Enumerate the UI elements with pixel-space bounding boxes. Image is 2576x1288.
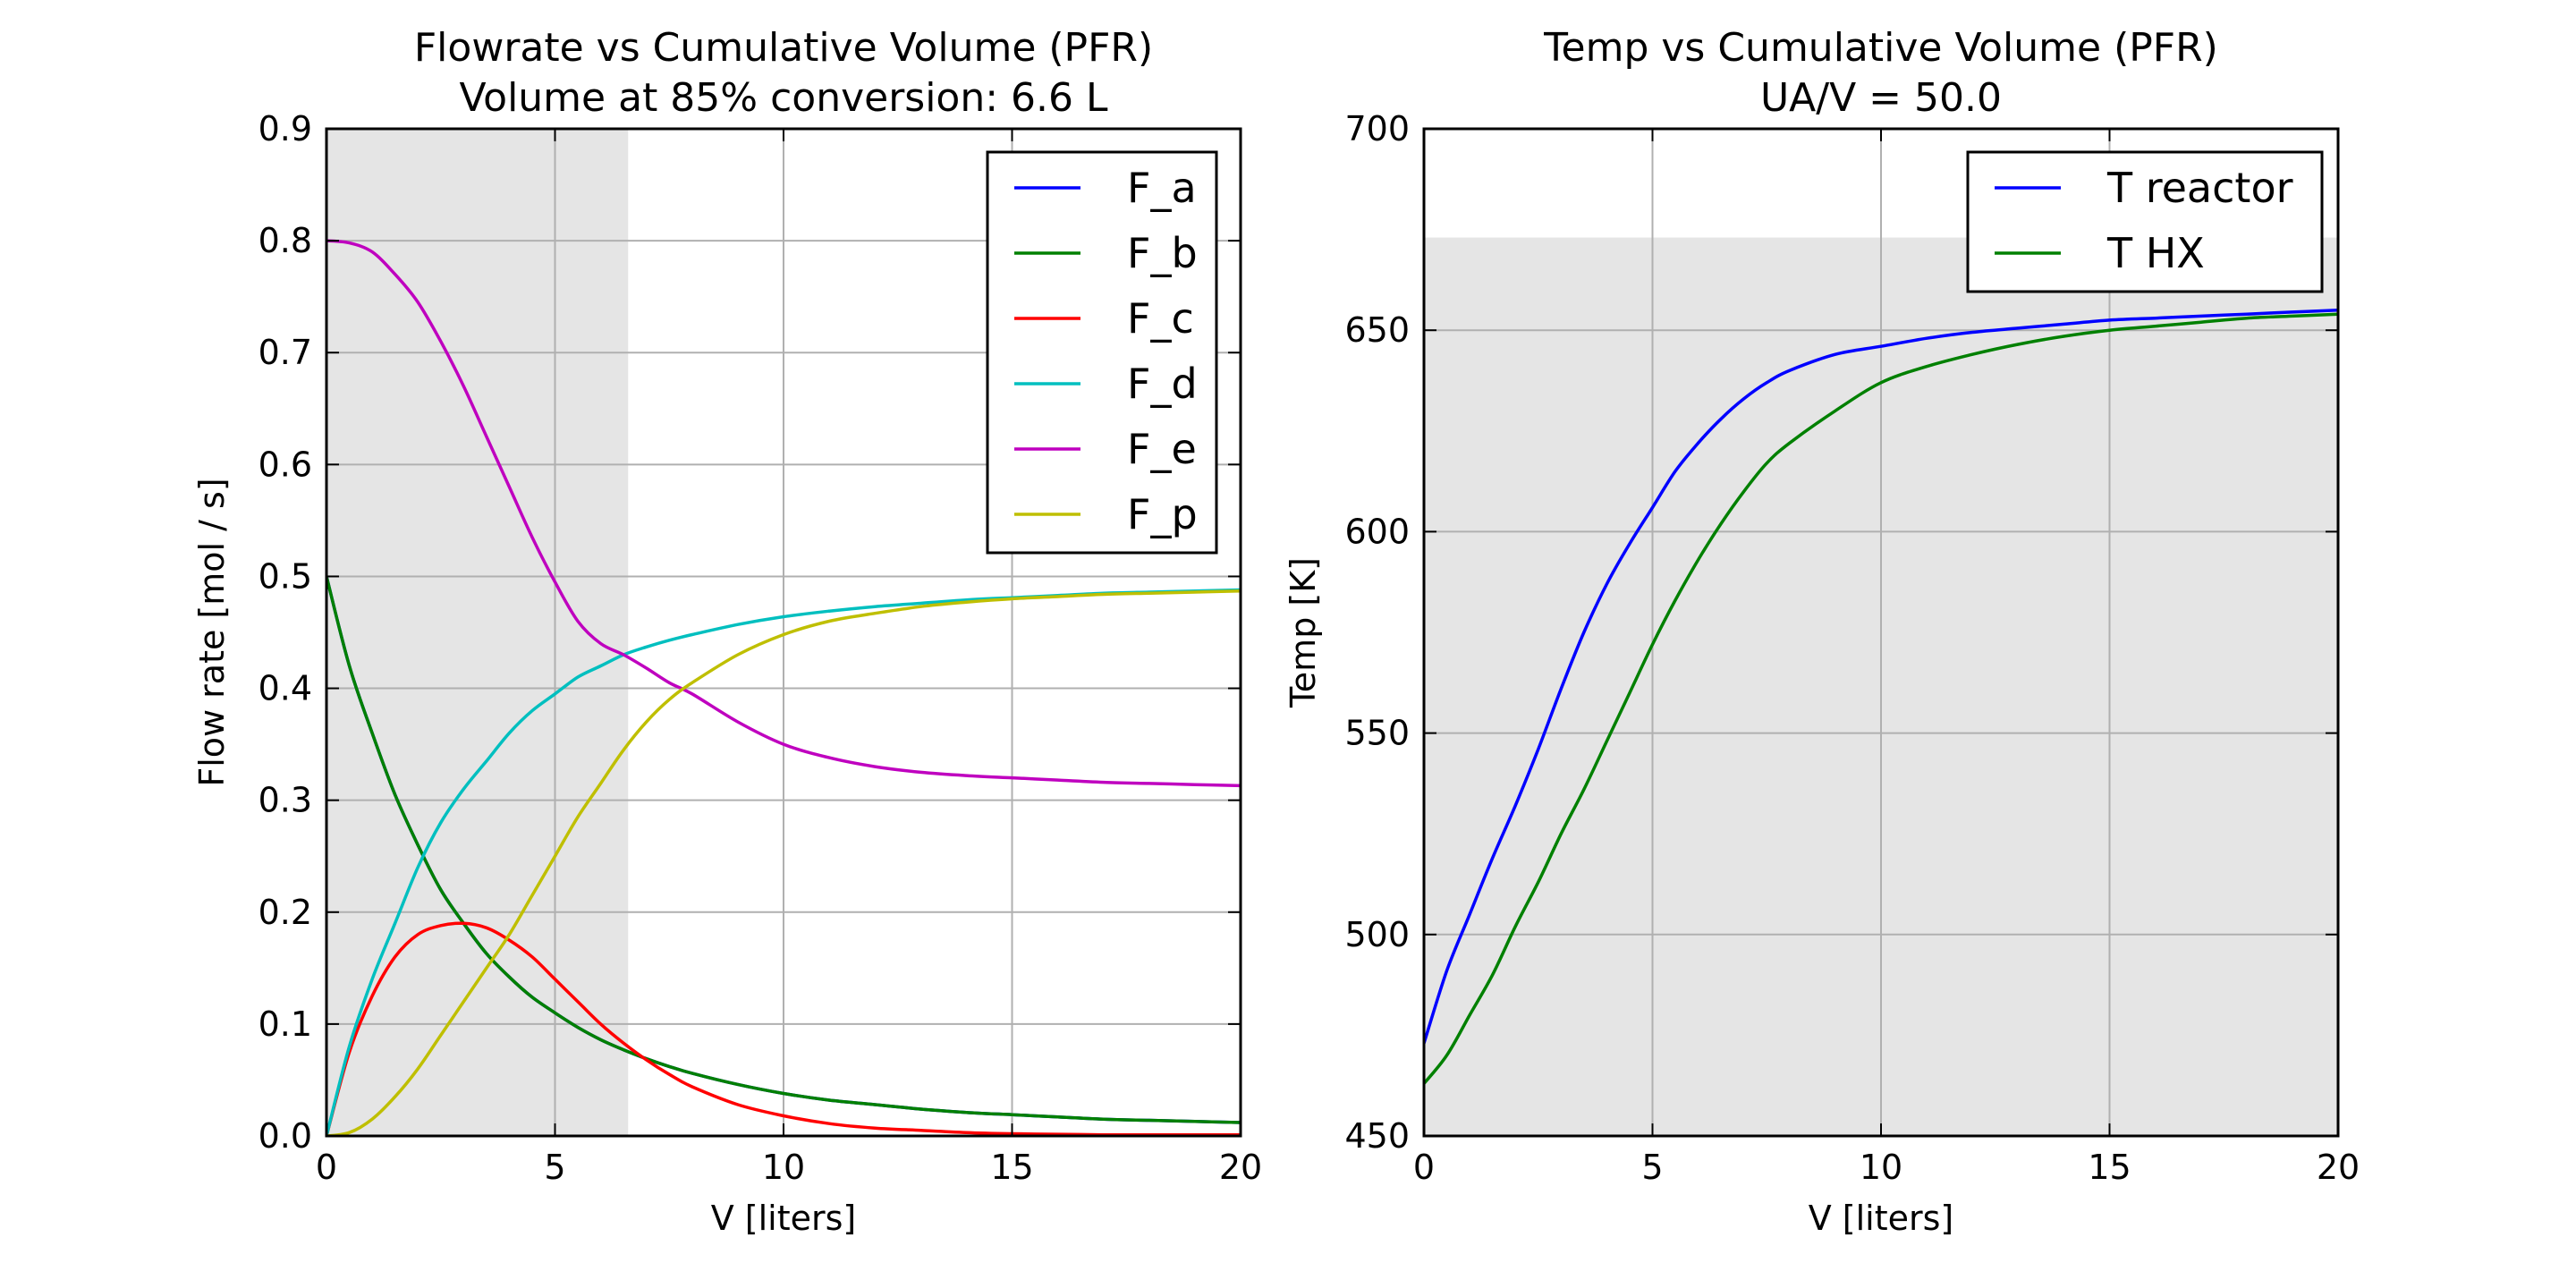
flowrate-y-tick-label: 0.8: [258, 221, 312, 260]
flowrate-y-tick-label: 0.1: [258, 1004, 312, 1044]
legend-label-t-hx: T HX: [2106, 229, 2205, 277]
flowrate-y-axis-label: Flow rate [mol / s]: [192, 478, 232, 786]
flowrate-y-tick-label: 0.9: [258, 109, 312, 148]
legend-label-f-d: F_d: [1127, 360, 1198, 408]
legend-label-f-b: F_b: [1127, 229, 1198, 277]
temperature-x-tick-label: 20: [2317, 1148, 2360, 1187]
flowrate-legend-entries: F_a F_b F_c F_d F_e F_p: [1014, 164, 1198, 538]
temperature-x-axis-label: V [liters]: [1809, 1199, 1954, 1238]
flowrate-x-tick-label: 5: [544, 1148, 565, 1187]
temperature-x-tick-label: 0: [1413, 1148, 1435, 1187]
flowrate-y-tick-label: 0.6: [258, 445, 312, 484]
flowrate-y-tick-label: 0.0: [258, 1116, 312, 1156]
temperature-series-lines: [1424, 308, 2338, 1086]
temperature-tick-marks: [1423, 128, 2339, 1137]
flowrate-x-axis-label: V [liters]: [711, 1199, 857, 1238]
flowrate-y-tick-label: 0.3: [258, 781, 312, 820]
legend-label-f-c: F_c: [1127, 294, 1194, 343]
temperature-legend-box: [1966, 150, 2324, 293]
temperature-x-tick-labels: 0 5 10 15 20: [1413, 1148, 2360, 1187]
flowrate-x-tick-label: 10: [762, 1148, 805, 1187]
temperature-chart-title: Temp vs Cumulative Volume (PFR): [1543, 25, 2218, 71]
flowrate-legend: F_a F_b F_c F_d F_e F_p: [986, 150, 1218, 555]
temperature-legend-entries: T reactor T HX: [1995, 164, 2293, 277]
flowrate-x-tick-label: 0: [316, 1148, 337, 1187]
flowrate-x-tick-labels: 0 5 10 15 20: [316, 1148, 1262, 1187]
flowrate-chart: 0 5 10 15 20 0.00.10.20.30.40.50.60.70.80.9 …: [192, 25, 1262, 1238]
temperature-y-tick-label: 600: [1344, 512, 1410, 551]
legend-label-t-reactor: T reactor: [2106, 164, 2293, 212]
flowrate-x-tick-label: 15: [990, 1148, 1033, 1187]
legend-label-f-p: F_p: [1127, 490, 1198, 538]
series-line-t-hx: [1424, 312, 2338, 1086]
temperature-x-tick-label: 5: [1641, 1148, 1663, 1187]
flowrate-y-tick-label: 0.4: [258, 669, 312, 708]
flowrate-y-tick-label: 0.7: [258, 333, 312, 372]
temperature-y-tick-label: 450: [1344, 1116, 1410, 1156]
series-line-f-c: [326, 921, 1241, 1136]
series-line-t-reactor: [1424, 308, 2338, 1046]
flowrate-chart-subtitle: Volume at 85% conversion: 6.6 L: [459, 75, 1108, 121]
legend-label-f-a: F_a: [1127, 164, 1197, 212]
flowrate-y-tick-label: 0.5: [258, 556, 312, 596]
flowrate-tick-marks: [326, 128, 1241, 1137]
temperature-y-axis-label: Temp [K]: [1284, 557, 1323, 708]
flowrate-chart-title: Flowrate vs Cumulative Volume (PFR): [414, 25, 1153, 71]
flowrate-x-tick-label: 20: [1219, 1148, 1262, 1187]
temperature-y-tick-labels: 450 500 550 600 650 700: [1344, 109, 1410, 1156]
temperature-chart-subtitle: UA/V = 50.0: [1760, 75, 2002, 121]
legend-label-f-e: F_e: [1127, 425, 1197, 473]
flowrate-legend-box: [986, 150, 1218, 555]
temperature-legend: T reactor T HX: [1966, 150, 2324, 293]
temperature-x-tick-label: 10: [1860, 1148, 1902, 1187]
series-line-f-e: [326, 239, 1241, 788]
flowrate-y-tick-label: 0.2: [258, 893, 312, 932]
temperature-y-tick-label: 550: [1344, 714, 1410, 753]
series-line-f-p: [326, 589, 1241, 1136]
temperature-y-tick-label: 650: [1344, 310, 1410, 350]
temperature-y-tick-label: 700: [1344, 109, 1410, 148]
temperature-y-tick-label: 500: [1344, 915, 1410, 954]
temperature-x-tick-label: 15: [2088, 1148, 2131, 1187]
flowrate-y-tick-labels: 0.0 0.1 0.2 0.3 0.4 0.5 0.6 0.7 0.8 0.9: [258, 109, 312, 1156]
flowrate-series-lines: [326, 239, 1241, 1136]
temperature-chart: 0 5 10 15 20 450 500 550 600 650 700 Temp vs Cumu…: [1284, 25, 2360, 1238]
